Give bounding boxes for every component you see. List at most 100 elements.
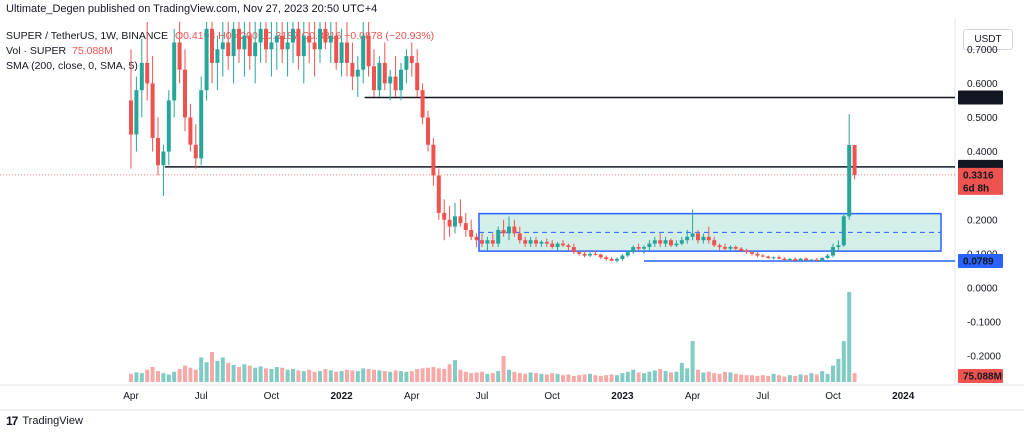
candle-body [523,240,528,244]
candle-body [512,226,517,234]
candle-body [426,117,430,145]
volume-bar [415,369,420,382]
volume-bar [690,341,695,382]
candle-body [469,229,474,237]
volume-bar [750,375,754,382]
candle-body [782,258,787,260]
candle-body [301,35,306,57]
range-box [478,212,942,252]
candle-body [404,56,409,70]
candle-body [566,245,571,248]
y-tick-label: 0.0000 [967,283,998,294]
candle-body [431,144,436,176]
y-tick-label: 0.4000 [967,147,998,158]
y-tick-label: 0.7000 [967,45,998,56]
volume-bar [539,373,544,382]
bar-countdown-label: 6d 8h [963,183,989,194]
candle-body [609,258,614,261]
tradingview-logo-icon[interactable]: 17 [6,414,18,428]
candle-body [377,62,382,91]
currency-button[interactable]: USDT [963,29,1013,50]
candle-body [150,83,155,138]
candle-body [242,35,247,50]
candle-body [620,255,625,259]
volume-bar [582,374,587,382]
candle-body [193,144,198,159]
volume-bar [382,371,387,382]
candle-body [372,66,376,91]
volume-bar [733,373,738,382]
volume-bar [258,366,263,382]
volume-bar [420,368,425,382]
volume-bar [215,360,220,382]
candle-body [399,69,403,91]
level-price-label: 0.5584 [963,93,994,104]
brand-name[interactable]: TradingView [22,415,83,427]
x-tick-label: Oct [264,391,280,402]
volume-bar [825,373,830,382]
volume-bar [399,371,403,382]
volume-bar [312,371,317,382]
candle-body [172,42,177,101]
volume-bar [679,362,684,382]
level-price-label-bg [958,90,1003,105]
publisher-line: Ultimate_Degen published on TradingView.… [6,3,378,15]
candle-body [463,223,468,230]
volume-bar [723,371,727,382]
sma-legend[interactable]: SMA (200, close, 0, SMA, 5) [6,60,138,72]
volume-bar [426,367,430,382]
candle-body [323,28,328,43]
candle-body [739,248,744,251]
volume-bar [820,371,825,382]
volume-bar [571,375,576,382]
candle-body [658,240,663,244]
candle-body [615,258,619,261]
volume-bar [744,375,749,382]
candle-body [766,256,771,258]
symbol-name[interactable]: SUPER / TetherUS, 1W, BINANCE [6,30,169,42]
candle-body [156,137,160,166]
candle-body [852,144,857,175]
candle-body [355,69,360,77]
volume-bar [237,367,241,382]
volume-bar [814,374,819,382]
volume-bar [280,367,285,382]
candle-body [663,240,668,244]
volume-bar [134,372,139,382]
volume-bar [269,369,274,382]
candle-body [690,233,695,237]
candle-body [744,250,749,253]
candle-body [728,247,733,249]
candle-body [496,229,501,244]
volume-bar [496,371,501,382]
candle-body [701,236,706,241]
y-tick-label: 0.6000 [967,79,998,90]
volume-label[interactable]: Vol · SUPER [6,45,67,57]
candle-body [345,42,349,63]
volume-bar [485,373,490,382]
volume-bar [523,373,528,382]
volume-bar [442,369,447,382]
candle-body [534,240,538,244]
volume-bar [620,373,625,382]
candle-body [669,240,673,246]
candle-body [474,236,479,241]
candle-body [291,28,295,43]
volume-bar [210,352,214,382]
candle-body [129,100,133,135]
volume-bar [793,375,798,382]
volume-bar [550,373,555,382]
candle-body [307,35,312,43]
x-tick-label: 2023 [611,391,634,402]
volume-bar [787,375,792,382]
volume-bar [193,369,198,382]
volume-bar [334,371,339,382]
candle-body [793,258,798,261]
volume-bar [544,374,549,382]
candle-body [237,28,241,50]
candle-body [199,90,204,159]
volume-bar [809,373,814,382]
candle-body [226,42,231,57]
y-tick-label: 0.2000 [967,215,998,226]
